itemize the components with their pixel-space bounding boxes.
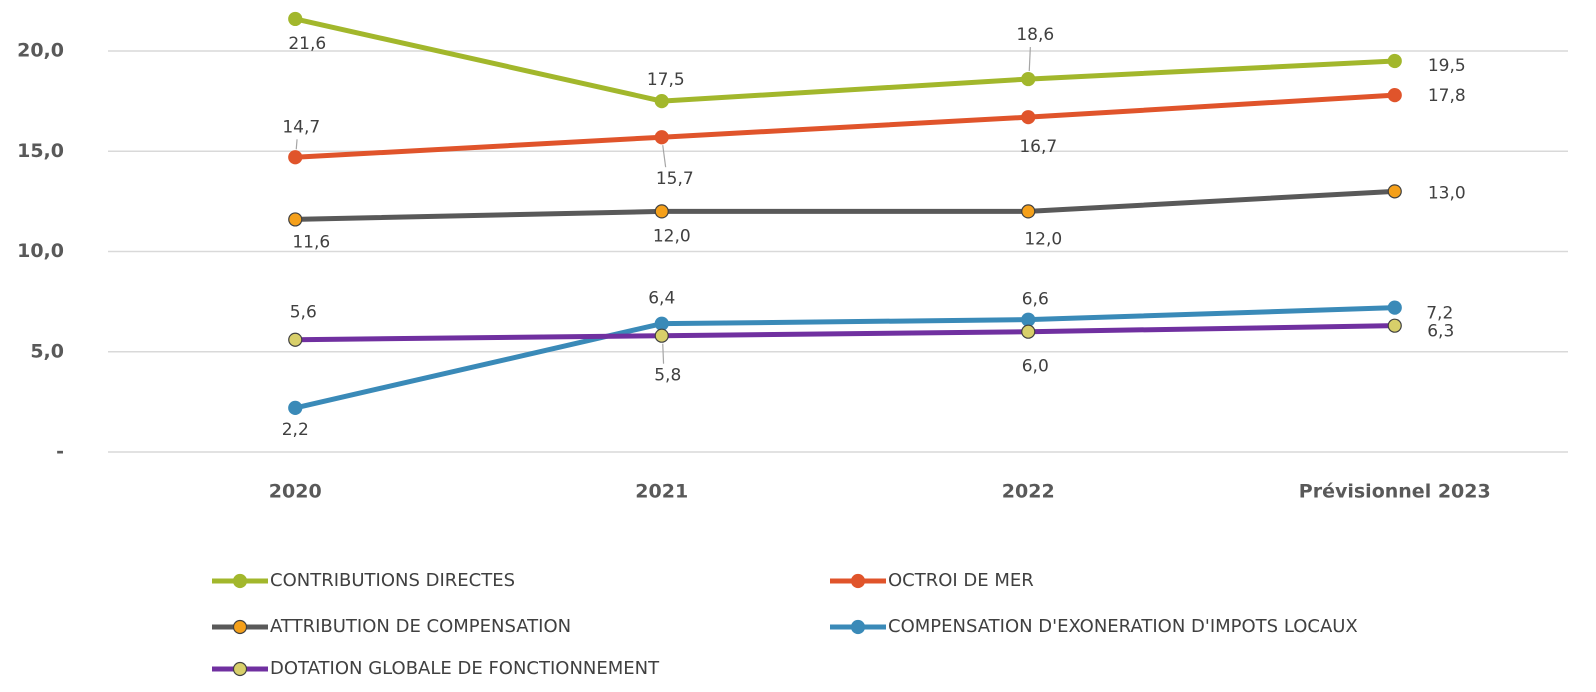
legend-label: ATTRIBUTION DE COMPENSATION (270, 616, 571, 637)
legend-label: CONTRIBUTIONS DIRECTES (270, 570, 515, 591)
x-tick-label: 2022 (1002, 481, 1055, 503)
x-tick-label: 2020 (269, 481, 322, 503)
value-label: 17,8 (1428, 86, 1466, 106)
series-line (294, 305, 1395, 411)
series-line (295, 323, 1395, 343)
point (1387, 184, 1402, 199)
point (1021, 324, 1036, 339)
value-label: 21,6 (288, 34, 326, 54)
leader-line (662, 343, 665, 364)
point (654, 204, 669, 219)
point (288, 150, 303, 165)
point (1021, 110, 1036, 125)
value-label: 5,6 (290, 303, 317, 323)
y-tick-label: 5,0 (30, 340, 64, 362)
x-tick-label: 2021 (635, 481, 688, 503)
point (654, 94, 669, 109)
point (1387, 318, 1402, 333)
series-line (295, 188, 1395, 222)
value-label: 19,5 (1428, 56, 1466, 76)
x-tick-label: Prévisionnel 2023 (1299, 481, 1491, 503)
point (654, 316, 669, 331)
point (288, 212, 303, 227)
point (1387, 88, 1402, 103)
point (288, 11, 303, 27)
point (1021, 204, 1036, 219)
leader-line (662, 145, 667, 168)
value-label: 12,0 (653, 226, 691, 246)
value-label: 14,7 (282, 117, 320, 137)
value-label: 13,0 (1428, 183, 1466, 203)
y-tick-label: 15,0 (17, 140, 64, 162)
point (1387, 53, 1402, 69)
legend-label: COMPENSATION D'EXONERATION D'IMPOTS LOCA… (888, 616, 1358, 637)
point (288, 332, 303, 347)
point (654, 130, 669, 145)
value-label: 15,7 (656, 169, 694, 189)
point (1021, 71, 1036, 87)
leader-line (295, 139, 298, 150)
value-label: 11,6 (292, 232, 330, 252)
legend-marker (850, 573, 866, 589)
legend-marker (850, 619, 866, 635)
y-tick-label: 10,0 (17, 240, 64, 262)
series-line (294, 16, 1395, 104)
legend-marker (232, 573, 248, 589)
value-label: 6,3 (1427, 322, 1454, 342)
y-tick-label: - (56, 441, 64, 463)
leader-line (1028, 47, 1031, 72)
point (1021, 312, 1036, 327)
value-label: 2,2 (282, 420, 309, 440)
legend-marker (232, 619, 248, 635)
point (1387, 300, 1402, 315)
point (654, 328, 669, 343)
value-label: 6,0 (1022, 357, 1049, 377)
value-label: 18,6 (1016, 25, 1054, 45)
legend-label: DOTATION GLOBALE DE FONCTIONNEMENT (270, 658, 660, 679)
value-label: 5,8 (654, 366, 681, 386)
legend-label: OCTROI DE MER (888, 570, 1034, 591)
legend-marker (232, 661, 248, 677)
value-label: 6,4 (648, 289, 675, 309)
y-tick-label: 20,0 (17, 40, 64, 62)
value-label: 6,6 (1022, 290, 1049, 310)
value-label: 17,5 (647, 70, 685, 90)
value-label: 7,2 (1426, 304, 1453, 324)
point (288, 400, 303, 415)
value-label: 16,7 (1019, 137, 1057, 157)
value-label: 12,0 (1024, 229, 1062, 249)
series-line (295, 92, 1395, 160)
